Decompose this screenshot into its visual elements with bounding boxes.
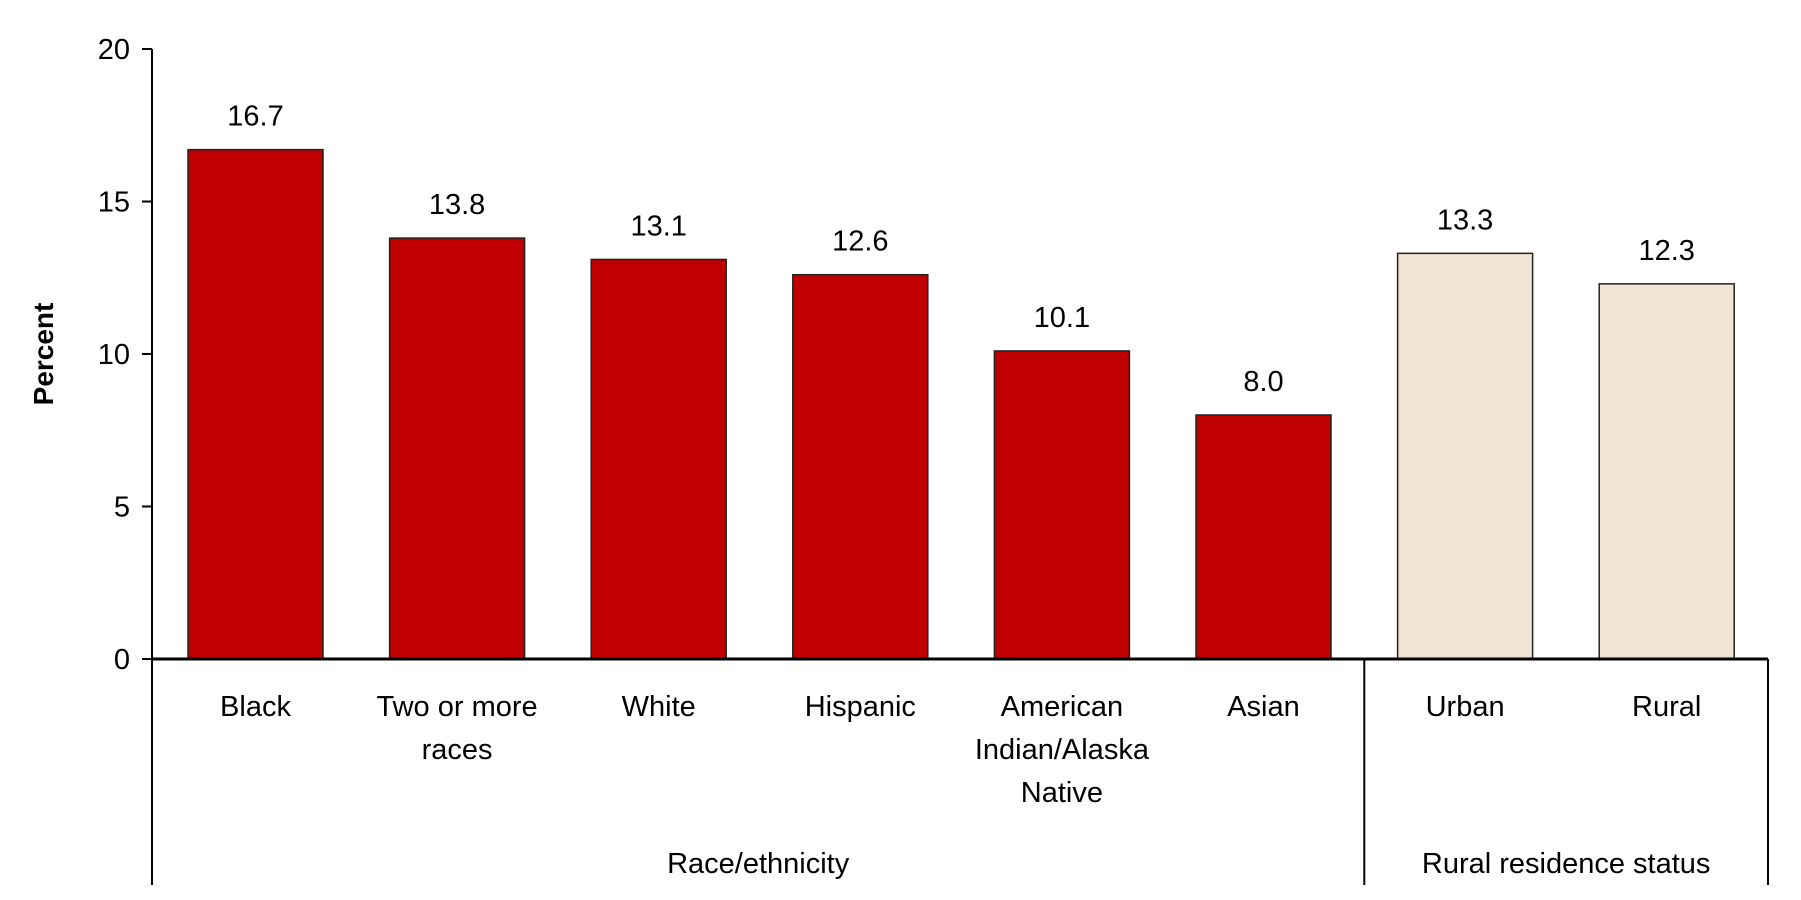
bar-two-or-more-races [388,237,526,660]
bar-american-indian-alaska-native [993,350,1131,660]
y-tick-label: 5 [114,492,130,524]
y-tick-label: 0 [114,644,130,676]
category-label: Asian [1227,691,1300,723]
category-label: American Indian/Alaska Native [975,691,1150,809]
bar-rural [1598,283,1735,660]
y-axis-label: Percent [28,303,59,406]
data-label: 8.0 [1243,366,1283,398]
category-label: Urban [1426,691,1505,723]
category-label: Rural [1632,691,1701,723]
bar-hispanic [792,273,929,660]
data-label: 10.1 [1034,302,1090,334]
category-label: Hispanic [805,691,916,723]
y-tick-label: 20 [98,34,130,66]
category-label: Two or more races [377,691,538,766]
data-label: 12.6 [832,226,888,258]
data-label: 16.7 [227,101,283,133]
bar-asian [1195,414,1332,660]
data-label: 12.3 [1638,235,1694,267]
bar-urban [1396,252,1534,660]
bar-black [187,148,324,660]
y-tick-label: 10 [98,339,130,371]
group-label: Rural residence status [1422,848,1711,880]
bar-white [590,258,727,660]
category-label: Black [220,691,291,723]
y-tick-label: 15 [98,187,130,219]
group-label: Race/ethnicity [667,848,850,880]
data-label: 13.3 [1437,204,1493,236]
data-label: 13.8 [429,189,485,221]
data-label: 13.1 [630,210,686,242]
category-label: White [622,691,696,723]
